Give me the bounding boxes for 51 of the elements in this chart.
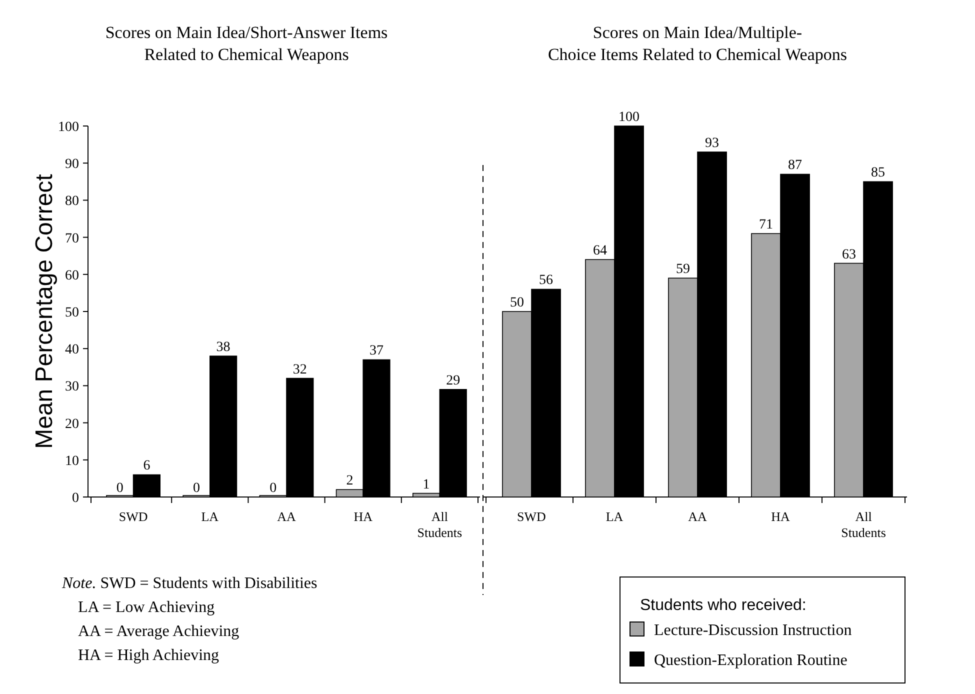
text: HA = High Achieving: [78, 647, 220, 664]
chart-title: Scores on Main Idea/Multiple- Choice Items Related to Chemical Weapons: [548, 23, 848, 64]
data-label: 38: [216, 340, 230, 356]
data-label: 32: [292, 362, 307, 378]
x-tick-label: All Students: [841, 509, 886, 540]
data-label: 0: [116, 481, 124, 496]
y-tick-label: 20: [65, 416, 79, 432]
y-tick-label: 50: [65, 306, 79, 320]
data-label: 71: [758, 218, 773, 233]
data-label: 85: [871, 166, 886, 181]
data-label: 100: [618, 110, 640, 125]
x-tick-label: AA: [277, 509, 296, 524]
x-tick-label: HA: [354, 509, 374, 524]
y-tick-label: 60: [65, 268, 79, 284]
y-axis-title: Mean Percentage Correct: [31, 174, 58, 449]
data-label: 1: [422, 477, 430, 492]
x-tick-label: All Students: [417, 509, 462, 540]
data-label: 6: [143, 458, 150, 474]
y-tick-label: 40: [65, 342, 79, 358]
data-label: 37: [370, 344, 384, 359]
y-tick-label: 70: [65, 231, 79, 246]
y-tick-label: 90: [65, 157, 79, 172]
y-tick-label: 100: [58, 120, 79, 135]
data-label: 50: [510, 296, 524, 310]
legend-label: Question-Exploration Routine: [654, 652, 848, 669]
data-label: 59: [676, 262, 690, 278]
x-tick-label: AA: [688, 509, 708, 524]
x-tick-label: SWD: [517, 509, 546, 524]
data-label: 93: [705, 136, 720, 151]
legend-label: Lecture-Discussion Instruction: [654, 622, 852, 639]
y-tick-label: 30: [65, 380, 79, 395]
x-tick-label: LA: [201, 509, 220, 524]
text: Note. SWD = Students with Disabilities: [61, 575, 318, 592]
x-tick-label: HA: [771, 509, 790, 524]
data-label: 0: [270, 481, 277, 496]
data-label: 56: [539, 273, 554, 288]
chart-title: Scores on Main Idea/Short-Answer Items Related to Chemical Weapons: [105, 23, 388, 64]
y-tick-label: 10: [65, 454, 79, 469]
data-label: 87: [788, 158, 802, 174]
text: LA = Low Achieving: [78, 599, 215, 616]
x-tick-label: LA: [606, 509, 624, 524]
x-tick-label: SWD: [118, 509, 148, 524]
data-label: 2: [346, 474, 354, 489]
data-label: 64: [592, 244, 607, 259]
text: AA = Average Achieving: [78, 623, 240, 640]
data-label: 29: [446, 373, 460, 388]
y-tick-label: 80: [65, 194, 79, 210]
legend-title: Students who received:: [640, 597, 806, 614]
data-label: 0: [192, 481, 200, 496]
data-label: 63: [842, 247, 856, 262]
y-tick-label: 0: [72, 491, 79, 506]
